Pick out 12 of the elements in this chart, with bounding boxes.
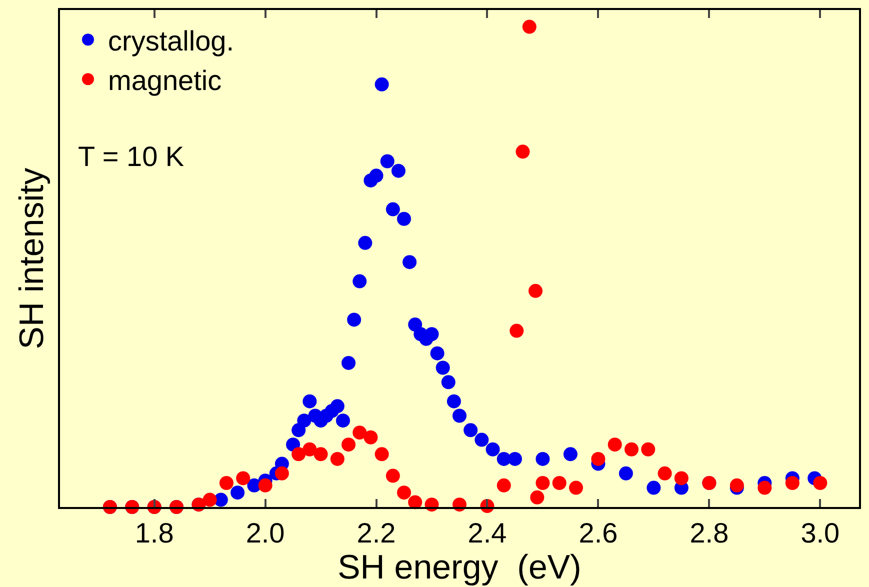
x-tick-label: 1.8 (134, 518, 174, 549)
legend-label: crystallog. (108, 26, 234, 57)
y-axis-title: SH intensity (13, 168, 52, 350)
legend-label: magnetic (108, 64, 222, 96)
annotation: T = 10 K (78, 141, 184, 172)
x-tick-label: 2.8 (690, 518, 729, 549)
x-tick-label: 2.2 (356, 518, 396, 549)
x-tick-label: 2.4 (468, 518, 507, 549)
x-axis-title: SH energy (eV) (338, 548, 582, 587)
x-tick-label: 2.6 (578, 518, 618, 549)
x-tick-label: 2.0 (246, 518, 285, 549)
x-tick-label: 3.0 (800, 518, 840, 549)
